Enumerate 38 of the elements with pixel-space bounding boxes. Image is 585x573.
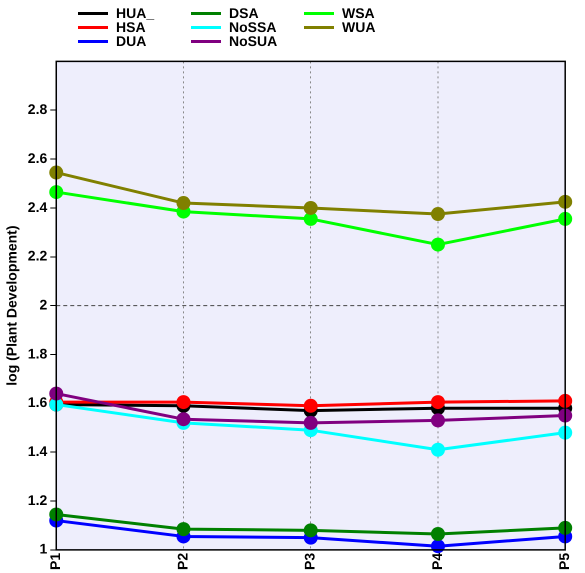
point xyxy=(176,395,190,410)
legend-label: NoSUA xyxy=(229,33,278,49)
x-tick-label: P5 xyxy=(556,552,572,570)
point xyxy=(430,207,445,222)
x-tick-label: P4 xyxy=(428,552,445,570)
legend-label: HSA xyxy=(116,19,146,35)
point xyxy=(304,416,318,430)
point xyxy=(430,413,445,428)
x-tick-label: P2 xyxy=(174,552,190,570)
legend-label: HUA_ xyxy=(116,5,154,21)
point xyxy=(304,200,318,215)
y-tick-label: 1.4 xyxy=(28,443,48,460)
legend-label: DUA xyxy=(116,33,146,49)
y-axis-title: log (Plant Development) xyxy=(3,226,20,386)
y-tick-label: 2.8 xyxy=(28,101,48,118)
y-tick-label: 2.4 xyxy=(28,198,48,215)
point xyxy=(430,527,445,541)
point xyxy=(176,522,190,536)
point xyxy=(176,196,190,210)
legend-label: DSA xyxy=(229,5,259,21)
point xyxy=(176,412,190,426)
point xyxy=(304,398,318,413)
legend-label: WSA xyxy=(342,5,375,21)
y-tick-label: 1.8 xyxy=(28,345,48,362)
y-tick-label: 2.2 xyxy=(28,248,48,264)
y-tick-label: 1.6 xyxy=(28,394,48,410)
point xyxy=(430,238,445,252)
legend-label: NoSSA xyxy=(229,19,276,35)
y-tick-label: 1.2 xyxy=(28,492,48,508)
y-tick-label: 2 xyxy=(39,296,48,312)
x-tick-label: P1 xyxy=(47,552,64,570)
point xyxy=(304,523,318,538)
point xyxy=(430,442,445,457)
point xyxy=(430,395,445,410)
legend-label: WUA xyxy=(342,19,376,35)
y-tick-label: 1 xyxy=(39,540,48,557)
y-tick-label: 2.6 xyxy=(28,150,48,166)
x-tick-label: P3 xyxy=(302,552,318,570)
